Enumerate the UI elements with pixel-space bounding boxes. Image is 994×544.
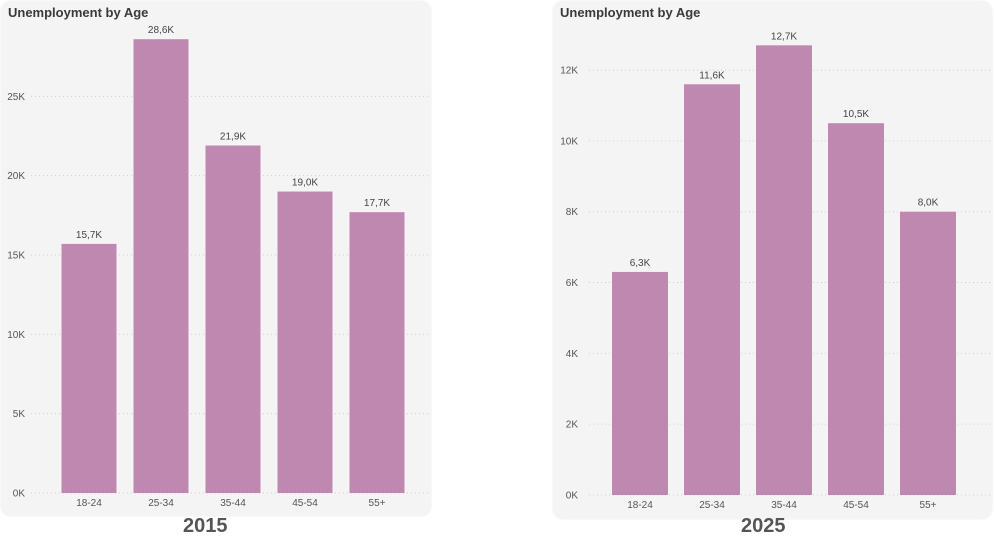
x-category-label: 45-54: [292, 498, 318, 509]
y-tick-label: 6K: [566, 278, 579, 289]
chart-title: Unemployment by Age: [560, 5, 701, 20]
y-tick-label: 25K: [7, 92, 25, 103]
chart-title: Unemployment by Age: [8, 5, 149, 20]
bar-25-34: [684, 84, 740, 495]
x-category-label: 35-44: [220, 498, 246, 509]
data-label: 17,7K: [364, 198, 390, 209]
data-label: 10,5K: [843, 109, 869, 120]
bar-18-24: [61, 243, 117, 493]
bar-chart-2025: 0K 2K 4K 6K 8K 10K 12K 6,3K 18-24 11,6K 25-34 12,7K…: [560, 31, 990, 511]
x-category-label: 25-34: [148, 498, 174, 509]
y-tick-label: 0K: [13, 489, 26, 500]
bar-55+: [900, 211, 956, 496]
y-tick-label: 2K: [566, 420, 579, 431]
data-label: 28,6K: [148, 25, 174, 36]
data-label: 15,7K: [76, 230, 102, 241]
x-category-label: 55+: [369, 498, 386, 509]
bar-55+: [349, 212, 405, 493]
year-caption-2015: 2015: [183, 515, 228, 537]
y-tick-label: 12K: [560, 66, 578, 77]
chart-panel-2025: Unemployment by Age 0K 2K 4K 6K 8K 10K 12K 6,3K…: [553, 1, 992, 519]
data-label: 6,3K: [630, 258, 651, 269]
x-category-label: 35-44: [771, 500, 797, 511]
data-label: 8,0K: [918, 198, 939, 209]
chart-panel-2015: Unemployment by Age 0K 5K 10K 15K 20K 25K 15,7…: [1, 1, 431, 516]
y-tick-label: 15K: [7, 251, 25, 262]
x-category-label: 25-34: [699, 500, 725, 511]
x-category-label: 18-24: [627, 500, 653, 511]
x-category-label: 55+: [920, 500, 937, 511]
bar-45-54: [828, 123, 884, 495]
data-label: 11,6K: [699, 70, 725, 81]
data-label: 19,0K: [292, 178, 318, 189]
y-tick-label: 20K: [7, 171, 25, 182]
y-tick-label: 4K: [566, 349, 579, 360]
bar-chart-2015: 0K 5K 10K 15K 20K 25K 15,7K 18-24 28,6K 25-34 21,9…: [7, 25, 429, 509]
bar-45-54: [277, 191, 333, 494]
bar-35-44: [205, 145, 261, 493]
y-tick-label: 5K: [13, 409, 26, 420]
x-category-label: 18-24: [76, 498, 102, 509]
bar-18-24: [612, 271, 668, 495]
bar-25-34: [133, 39, 189, 494]
bar-35-44: [756, 45, 812, 495]
y-tick-label: 8K: [566, 207, 579, 218]
y-tick-label: 10K: [560, 136, 578, 147]
x-category-label: 45-54: [843, 500, 869, 511]
y-tick-label: 10K: [7, 330, 25, 341]
year-caption-2025: 2025: [741, 515, 786, 537]
y-tick-label: 0K: [566, 491, 579, 502]
data-label: 12,7K: [771, 31, 797, 42]
data-label: 21,9K: [220, 132, 246, 143]
